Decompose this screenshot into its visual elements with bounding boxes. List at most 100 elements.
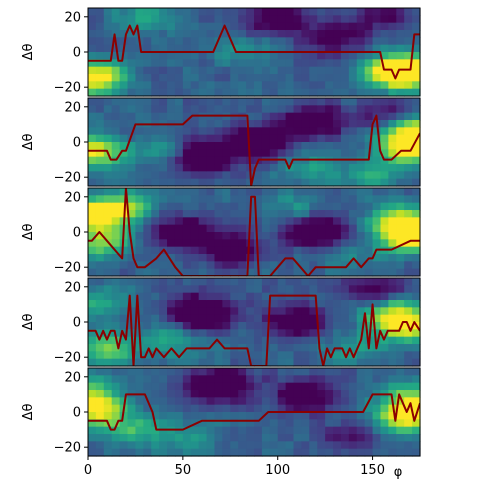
heat-cell [404,382,413,391]
heat-cell [103,98,113,106]
heat-cell [404,30,413,38]
heat-cell [261,8,271,16]
heat-cell [103,285,113,294]
heat-cell [309,105,318,114]
heat-cell [103,426,113,435]
heat-cell [261,268,271,277]
heat-cell [198,156,208,165]
heat-cell [269,37,279,46]
heat-cell [388,448,397,457]
heat-cell [356,358,366,367]
heat-cell [340,368,350,376]
heat-cell [127,448,137,457]
heat-cell [230,37,239,46]
heat-cell [380,59,389,68]
heat-cell [293,22,303,31]
heat-cell [214,44,223,53]
heat-cell [159,390,168,398]
heat-cell [261,120,271,128]
heat-cell [119,15,129,24]
heat-cell [174,178,184,187]
heat-cell [325,127,334,136]
heat-cell [348,412,358,420]
heat-cell [356,37,366,46]
heat-cell [404,336,413,345]
heat-cell [254,142,263,150]
heat-cell [333,261,342,270]
heat-cell [380,171,389,180]
heat-cell [230,412,239,420]
heat-cell [254,426,263,435]
heat-cell [325,419,334,428]
heat-cell [135,351,144,360]
heat-cell [325,434,334,442]
heat-cell [103,195,113,204]
heat-cell [340,202,350,211]
heat-cell [190,382,200,391]
heat-cell [254,232,263,240]
heat-cell [348,171,358,180]
heat-cell [214,426,223,435]
heat-cell [309,127,318,136]
heat-cell [222,285,231,294]
heat-cell [103,278,113,286]
heat-cell [119,368,129,376]
heat-cell [159,261,168,270]
heat-cell [246,390,255,398]
heat-cell [285,224,295,233]
heat-cell [174,88,184,97]
heat-cell [364,134,374,143]
heat-cell [159,178,168,187]
heat-cell [269,261,279,270]
heat-cell [269,224,279,233]
heat-cell [174,81,184,90]
heat-cell [254,37,263,46]
heat-cell [127,188,137,196]
heat-cell [325,8,334,16]
heat-cell [88,44,97,53]
heat-cell [301,278,310,286]
heat-cell [372,142,382,150]
heat-cell [325,314,334,323]
heat-cell [143,344,152,352]
heat-cell [246,30,255,38]
heat-cell [254,336,263,345]
heat-cell [174,210,184,218]
heat-cell [119,448,129,457]
heat-cell [127,142,137,150]
heat-cell [269,30,279,38]
heat-cell [254,88,263,97]
heat-cell [340,66,350,75]
heat-cell [388,268,397,277]
heat-cell [103,375,113,384]
heat-cell [198,441,208,450]
heat-cell [333,441,342,450]
heat-cell [214,351,223,360]
heat-cell [285,426,295,435]
heat-cell [119,285,129,294]
heat-cell [325,285,334,294]
heat-cell [159,217,168,226]
heat-cell [143,224,152,233]
heat-cell [143,329,152,338]
heat-cell [254,112,263,121]
heat-cell [340,261,350,270]
heat-cell [238,351,247,360]
heat-cell [340,164,350,172]
heat-cell [119,142,129,150]
heat-cell [246,246,255,255]
heat-cell [127,358,137,367]
heat-cell [333,120,342,128]
heat-cell [95,224,105,233]
heat-cell [356,52,366,60]
heat-cell [364,112,374,121]
heat-cell [206,390,216,398]
heat-cell [325,195,334,204]
heat-cell [380,404,389,413]
heat-cell [364,120,374,128]
heat-cell [238,254,247,262]
heat-cell [190,412,200,420]
heat-cell [182,156,192,165]
